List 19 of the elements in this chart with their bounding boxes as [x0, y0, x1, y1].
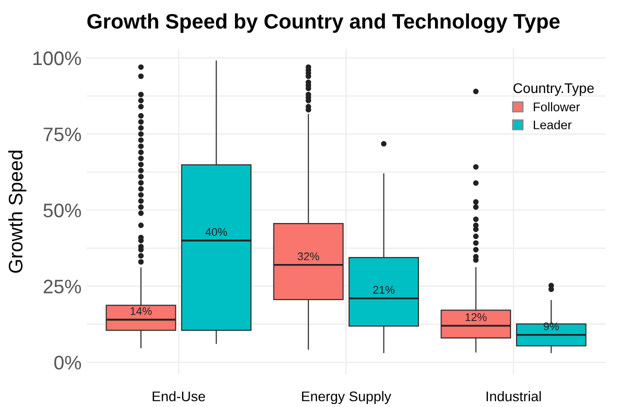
legend-title: Country.Type: [514, 83, 594, 96]
text: 14%: [130, 307, 152, 315]
legend-label: Follower: [534, 102, 580, 112]
y-tick-label: 25%: [44, 280, 81, 294]
y-tick-label: 50%: [44, 204, 81, 218]
legend-label: Leader: [534, 120, 572, 130]
x-tick-label: Industrial: [486, 391, 541, 402]
text: 9%: [544, 322, 559, 330]
y-tick-label: 0%: [54, 356, 81, 370]
y-tick-label: 75%: [44, 128, 81, 142]
y-axis-title: Growth Speed: [8, 150, 26, 273]
x-tick-label: End-Use: [152, 391, 206, 402]
text: 21%: [373, 286, 394, 294]
text: 12%: [466, 313, 487, 322]
x-tick-label: Energy Supply: [302, 391, 392, 404]
y-tick-label: 100%: [33, 51, 81, 66]
text: 40%: [205, 228, 228, 236]
text: 32%: [298, 252, 320, 260]
chart-title: Growth Speed by Country and Technology Type: [87, 13, 560, 33]
